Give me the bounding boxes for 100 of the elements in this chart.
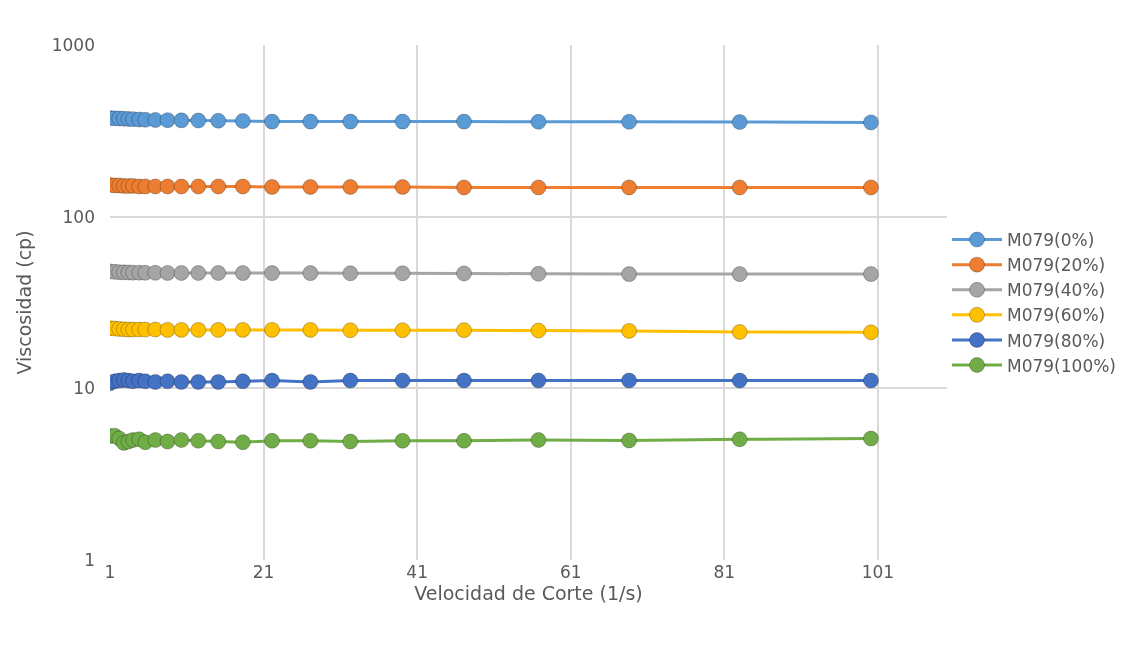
point	[342, 265, 359, 282]
point	[234, 434, 251, 451]
x-tick-label: 61	[559, 562, 582, 582]
point	[173, 373, 190, 390]
point	[302, 113, 319, 130]
point	[862, 372, 879, 389]
legend-label: M079(60%)	[1007, 305, 1106, 326]
point	[862, 430, 879, 447]
legend-label: M079(80%)	[1007, 330, 1106, 351]
x-tick-label: 101	[861, 562, 895, 582]
point	[173, 112, 190, 129]
point	[302, 321, 319, 338]
point	[342, 372, 359, 389]
point	[342, 433, 359, 450]
point	[530, 113, 547, 130]
legend-label: M079(20%)	[1007, 255, 1106, 276]
point	[731, 266, 748, 283]
point	[173, 178, 190, 195]
point	[264, 321, 281, 338]
point	[159, 264, 176, 281]
point	[731, 431, 748, 448]
y-tick-label: 10	[73, 378, 95, 399]
point	[173, 321, 190, 338]
point	[264, 113, 281, 130]
x-axis-title: Velocidad de Corte (1/s)	[414, 582, 643, 604]
point	[621, 322, 638, 339]
point	[342, 322, 359, 339]
point	[210, 178, 227, 195]
point	[731, 179, 748, 196]
point	[190, 373, 207, 390]
point	[234, 321, 251, 338]
point	[159, 433, 176, 450]
point	[159, 321, 176, 338]
x-tick-label: 1	[104, 562, 116, 582]
point	[862, 324, 879, 341]
point	[621, 179, 638, 196]
point	[190, 178, 207, 195]
y-tick-label: 1000	[51, 34, 95, 55]
point	[530, 322, 547, 339]
x-tick-label: 81	[713, 562, 736, 582]
point	[731, 323, 748, 340]
point	[264, 178, 281, 195]
point	[234, 112, 251, 129]
point	[394, 113, 411, 130]
point	[159, 112, 176, 129]
y-axis-title: Viscosidad (cp)	[12, 230, 35, 375]
point	[530, 372, 547, 389]
point	[210, 264, 227, 281]
legend-label: M079(100%)	[1007, 355, 1116, 376]
point	[264, 265, 281, 282]
point	[530, 265, 547, 282]
point	[234, 265, 251, 282]
x-tick-label: 21	[252, 562, 275, 582]
point	[394, 432, 411, 449]
point	[862, 114, 879, 131]
point	[159, 178, 176, 195]
point	[394, 178, 411, 195]
point	[456, 432, 472, 449]
point	[302, 265, 319, 282]
point	[264, 372, 281, 389]
point	[190, 112, 207, 129]
point	[234, 178, 251, 195]
point	[302, 432, 319, 449]
point	[731, 372, 748, 389]
point	[862, 179, 879, 196]
point	[456, 113, 472, 130]
point	[456, 322, 472, 339]
point	[190, 432, 207, 449]
point	[210, 433, 227, 450]
point	[342, 113, 359, 130]
point	[173, 432, 190, 448]
point	[190, 264, 207, 281]
point	[159, 373, 176, 390]
point	[456, 372, 472, 389]
point	[621, 113, 638, 130]
point	[394, 265, 411, 282]
point	[234, 373, 251, 390]
y-tick-label: 100	[62, 206, 95, 227]
point	[530, 432, 547, 448]
point	[173, 264, 190, 281]
point	[456, 265, 472, 282]
point	[342, 178, 359, 195]
point	[210, 112, 227, 129]
point	[530, 179, 547, 196]
legend-label: M079(0%)	[1007, 230, 1095, 251]
point	[862, 266, 879, 283]
point	[394, 372, 411, 389]
point	[456, 179, 472, 196]
point	[621, 432, 638, 449]
point	[731, 114, 748, 130]
point	[264, 432, 281, 449]
point	[621, 266, 638, 283]
point	[394, 322, 411, 339]
point	[190, 321, 207, 338]
point	[210, 373, 227, 390]
point	[210, 321, 227, 338]
point	[621, 372, 638, 389]
point	[302, 373, 319, 390]
x-tick-label: 41	[406, 562, 428, 582]
legend-label: M079(40%)	[1007, 280, 1106, 301]
